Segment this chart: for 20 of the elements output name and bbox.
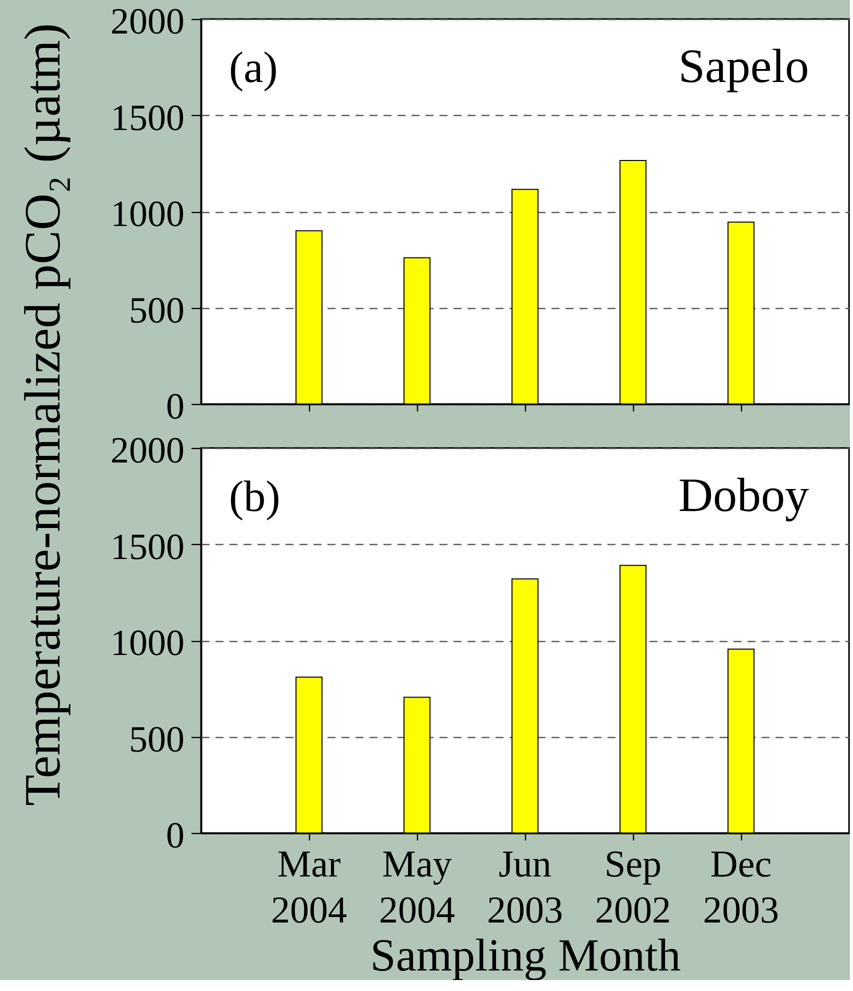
annotation: (a) (229, 43, 278, 92)
x-tick-label: Jun 2003 (487, 844, 563, 932)
y-tick-label: 2000 (110, 430, 184, 472)
y-tick-label: 1500 (110, 98, 184, 139)
x-tick-label: May 2004 (379, 844, 455, 932)
chart-title: Sapelo (678, 40, 809, 93)
x-tick-label: Dec 2003 (703, 844, 779, 932)
y-tick-label: 500 (129, 719, 184, 760)
y-tick-label: 0 (166, 816, 184, 856)
y-tick-label: 2000 (110, 2, 184, 42)
x-tick-label: Mar 2004 (271, 844, 347, 932)
y-tick-label: 1500 (110, 526, 184, 568)
y-tick-label: 500 (129, 290, 184, 332)
y-tick-label: 1000 (110, 194, 184, 235)
x-tick-label: Sep 2002 (595, 844, 671, 932)
y-axis-title: Temperature-normalized pCO₂ (µatm) (16, 23, 72, 806)
annotation: (b) (229, 472, 280, 521)
chart-title: Doboy (678, 469, 809, 522)
y-tick-label: 1000 (110, 623, 184, 664)
y-tick-label: 0 (166, 386, 184, 428)
